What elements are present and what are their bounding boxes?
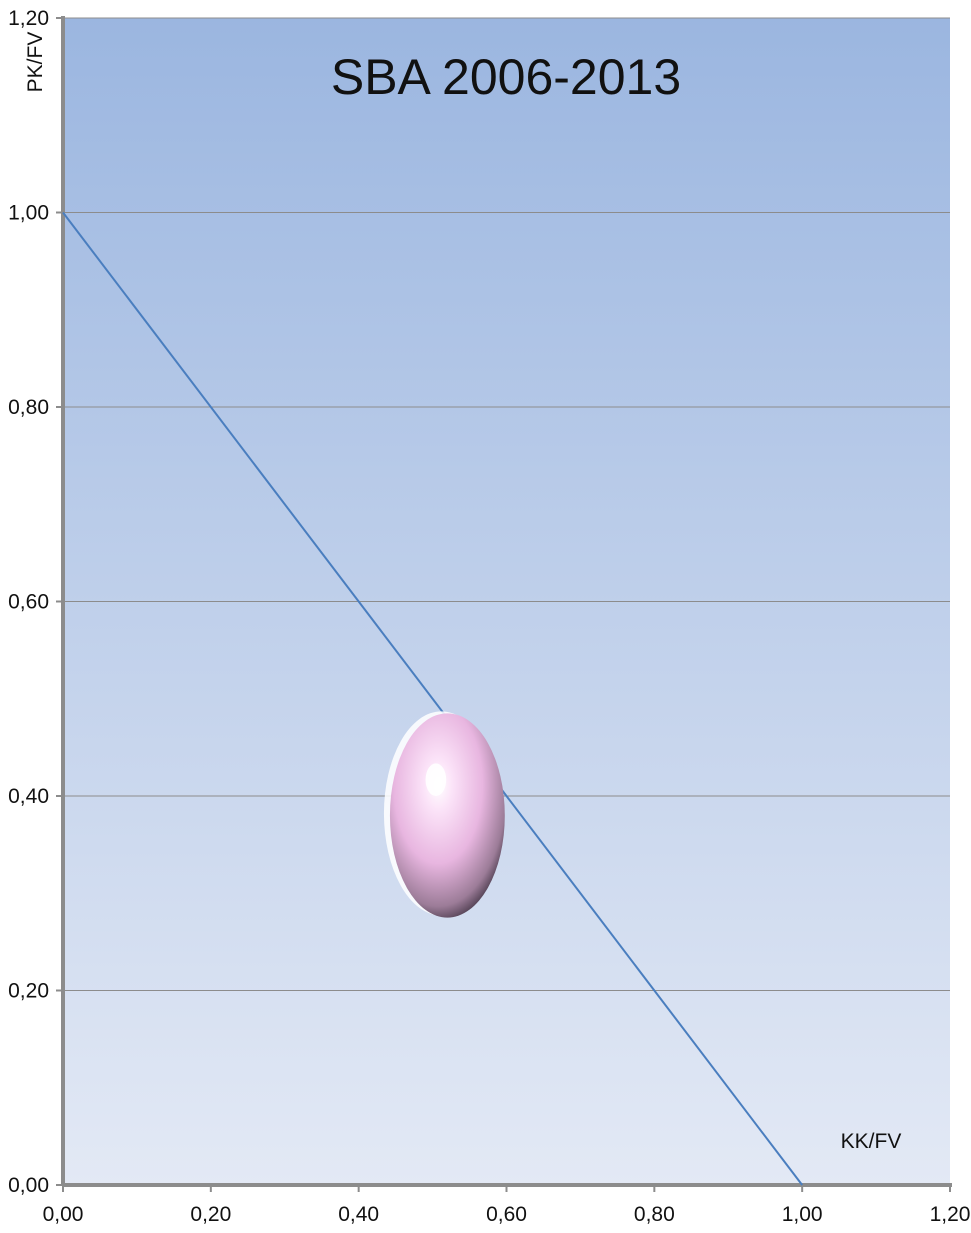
x-tick-label: 0,40 (338, 1203, 379, 1226)
bubble-highlight (425, 763, 447, 797)
x-tick-label: 1,20 (930, 1203, 971, 1226)
bubble (389, 713, 505, 918)
axes (56, 16, 952, 1192)
y-tick-label: 0,80 (8, 396, 49, 419)
y-tick-label: 0,40 (8, 785, 49, 808)
reference-line-group (62, 211, 803, 1186)
y-tick-label: 0,00 (8, 1174, 49, 1197)
x-tick-label: 0,80 (634, 1203, 675, 1226)
y-tick-label: 0,60 (8, 591, 49, 614)
x-tick-label: 0,00 (43, 1203, 84, 1226)
y-tick-label: 1,00 (8, 202, 49, 225)
x-axis-title: KK/FV (841, 1130, 902, 1153)
x-tick-label: 1,00 (782, 1203, 823, 1226)
y-tick-labels: 0,00 0,20 0,40 0,60 0,80 1,00 1,20 (8, 7, 49, 1197)
chart-title: SBA 2006-2013 (331, 49, 681, 105)
x-tick-labels: 0,00 0,20 0,40 0,60 0,80 1,00 1,20 (43, 1203, 971, 1226)
y-tick-label: 0,20 (8, 980, 49, 1003)
x-tick-label: 0,20 (190, 1203, 231, 1226)
y-tick-label: 1,20 (8, 7, 49, 30)
bubble-series (383, 711, 505, 918)
y-axis-title: PK/FV (24, 32, 47, 93)
x-tick-label: 0,60 (486, 1203, 527, 1226)
reference-line (62, 211, 803, 1186)
